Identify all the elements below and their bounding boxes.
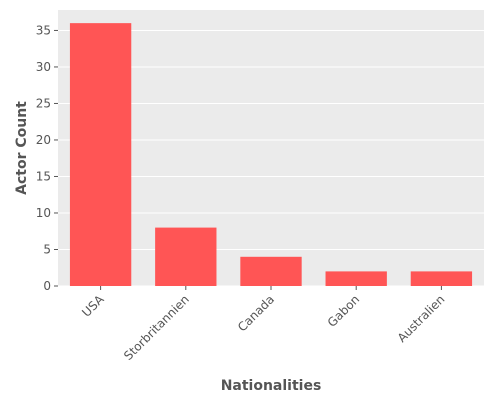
bar-australien: [410, 271, 473, 286]
y-tick-label: 10: [36, 206, 51, 220]
bars: [69, 23, 473, 287]
bar-gabon: [325, 271, 387, 286]
x-tick-label: Australien: [395, 292, 448, 345]
y-tick-label: 15: [36, 169, 51, 183]
y-axis-ticks: 0 5 10 15 20 25 30 35: [36, 23, 58, 293]
x-axis-title: Nationalities: [221, 378, 322, 394]
y-axis-title: Actor Count: [14, 101, 30, 195]
y-tick-label: 35: [36, 23, 51, 37]
y-tick-label: 0: [43, 279, 51, 293]
y-tick-label: 25: [36, 96, 51, 110]
y-tick-label: 20: [36, 133, 51, 147]
x-tick-label: Canada: [235, 292, 277, 334]
x-axis-ticks: USA Storbritannien Canada Gabon Australien: [79, 286, 448, 363]
y-tick-label: 30: [36, 60, 51, 74]
bar-usa: [69, 23, 132, 287]
x-tick-label: USA: [79, 292, 107, 320]
x-tick-label: Storbritannien: [121, 292, 192, 363]
bar-canada: [240, 256, 302, 286]
bar-storbritannien: [155, 227, 217, 286]
y-tick-label: 5: [43, 242, 51, 256]
x-tick-label: Gabon: [325, 292, 363, 330]
